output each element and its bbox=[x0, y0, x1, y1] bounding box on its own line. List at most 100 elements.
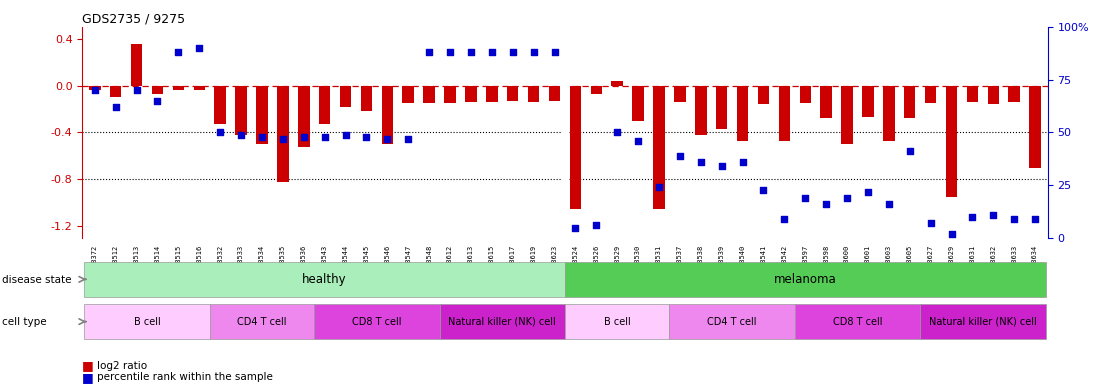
Point bbox=[170, 49, 188, 55]
Point bbox=[1027, 216, 1044, 222]
Point bbox=[755, 186, 772, 192]
Point bbox=[609, 129, 626, 136]
Bar bbox=[565, 304, 669, 339]
Point bbox=[880, 201, 897, 207]
Bar bbox=[779, 86, 790, 141]
Bar bbox=[423, 86, 434, 103]
Point bbox=[295, 134, 313, 140]
Text: melanoma: melanoma bbox=[773, 273, 837, 286]
Point bbox=[191, 45, 208, 51]
Text: CD8 T cell: CD8 T cell bbox=[352, 316, 402, 327]
Bar bbox=[904, 86, 916, 118]
Bar bbox=[444, 86, 455, 103]
Text: CD8 T cell: CD8 T cell bbox=[833, 316, 882, 327]
Point bbox=[651, 184, 668, 190]
Point bbox=[567, 224, 585, 230]
Bar bbox=[440, 304, 565, 339]
Bar bbox=[611, 81, 623, 86]
Point bbox=[859, 189, 877, 195]
Point bbox=[630, 138, 647, 144]
Bar bbox=[298, 86, 309, 147]
Point bbox=[253, 134, 271, 140]
Bar bbox=[110, 86, 122, 97]
Bar bbox=[737, 86, 748, 141]
Point bbox=[942, 231, 960, 237]
Bar bbox=[565, 262, 1045, 297]
Point bbox=[692, 159, 710, 165]
Bar bbox=[151, 86, 163, 94]
Bar bbox=[590, 86, 602, 94]
Point bbox=[399, 136, 417, 142]
Point bbox=[776, 216, 793, 222]
Bar bbox=[758, 86, 769, 104]
Point bbox=[984, 212, 1002, 218]
Point bbox=[233, 131, 250, 137]
Text: healthy: healthy bbox=[303, 273, 347, 286]
Bar bbox=[314, 304, 440, 339]
Bar bbox=[632, 86, 644, 121]
Point bbox=[86, 87, 103, 93]
Point bbox=[483, 49, 500, 55]
Bar bbox=[987, 86, 999, 104]
Point bbox=[462, 49, 479, 55]
Bar bbox=[528, 86, 540, 102]
Point bbox=[274, 136, 292, 142]
Bar bbox=[403, 86, 414, 103]
Text: B cell: B cell bbox=[134, 316, 160, 327]
Bar bbox=[653, 86, 665, 209]
Text: cell type: cell type bbox=[2, 317, 47, 327]
Bar bbox=[486, 86, 498, 102]
Bar bbox=[883, 86, 894, 141]
Text: percentile rank within the sample: percentile rank within the sample bbox=[97, 372, 272, 382]
Bar bbox=[257, 86, 268, 144]
Point bbox=[128, 87, 146, 93]
Bar bbox=[841, 86, 852, 144]
Point bbox=[106, 104, 124, 110]
Text: GDS2735 / 9275: GDS2735 / 9275 bbox=[82, 13, 185, 26]
Bar bbox=[821, 86, 832, 118]
Point bbox=[734, 159, 751, 165]
Bar bbox=[84, 304, 210, 339]
Point bbox=[713, 163, 731, 169]
Bar bbox=[800, 86, 811, 103]
Bar bbox=[319, 86, 330, 124]
Text: Natural killer (NK) cell: Natural killer (NK) cell bbox=[929, 316, 1037, 327]
Bar bbox=[675, 86, 686, 102]
Point bbox=[504, 49, 521, 55]
Bar bbox=[925, 86, 937, 103]
Bar bbox=[210, 304, 314, 339]
Bar bbox=[569, 86, 581, 209]
Bar bbox=[548, 86, 561, 101]
Point bbox=[796, 195, 814, 201]
Point bbox=[420, 49, 438, 55]
Text: ■: ■ bbox=[82, 371, 94, 384]
Bar bbox=[382, 86, 393, 144]
Point bbox=[838, 195, 856, 201]
Bar bbox=[795, 304, 920, 339]
Text: CD4 T cell: CD4 T cell bbox=[237, 316, 286, 327]
Point bbox=[963, 214, 981, 220]
Bar bbox=[507, 86, 519, 101]
Text: ■: ■ bbox=[82, 359, 94, 372]
Bar bbox=[946, 86, 958, 197]
Point bbox=[378, 136, 396, 142]
Bar bbox=[236, 86, 247, 135]
Bar bbox=[465, 86, 477, 102]
Bar bbox=[716, 86, 727, 129]
Text: CD4 T cell: CD4 T cell bbox=[708, 316, 757, 327]
Point bbox=[149, 98, 167, 104]
Bar bbox=[695, 86, 706, 135]
Point bbox=[337, 131, 354, 137]
Bar bbox=[669, 304, 795, 339]
Point bbox=[921, 220, 939, 226]
Text: disease state: disease state bbox=[2, 275, 71, 285]
Text: log2 ratio: log2 ratio bbox=[97, 361, 147, 371]
Point bbox=[316, 134, 333, 140]
Bar bbox=[131, 45, 143, 86]
Bar bbox=[1008, 86, 1020, 102]
Point bbox=[1006, 216, 1024, 222]
Point bbox=[524, 49, 542, 55]
Point bbox=[901, 148, 918, 154]
Bar bbox=[340, 86, 351, 107]
Text: B cell: B cell bbox=[603, 316, 631, 327]
